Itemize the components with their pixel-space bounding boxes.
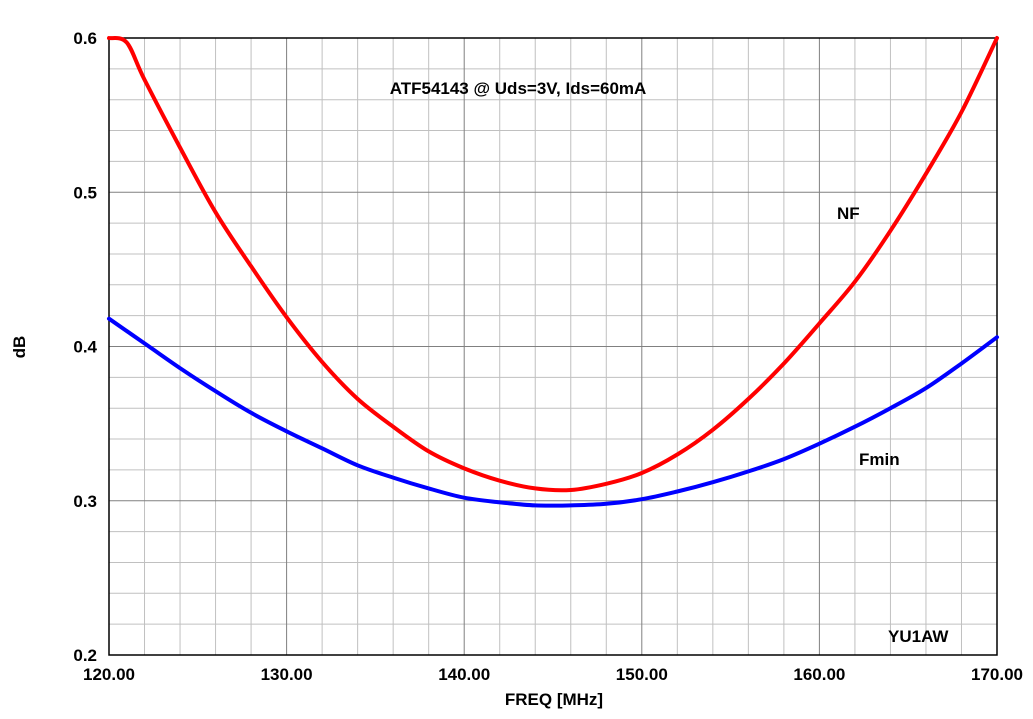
- y-tick-label: 0.4: [73, 338, 97, 357]
- chart-title: ATF54143 @ Uds=3V, Ids=60mA: [390, 79, 647, 98]
- x-tick-label: 160.00: [793, 665, 845, 684]
- y-tick-label: 0.6: [73, 29, 97, 48]
- y-tick-label: 0.5: [73, 183, 97, 202]
- x-tick-label: 170.00: [971, 665, 1023, 684]
- y-tick-labels: 0.2 0.3 0.4 0.5 0.6: [73, 29, 97, 665]
- x-tick-label: 130.00: [261, 665, 313, 684]
- x-tick-label: 140.00: [438, 665, 490, 684]
- nf-curve-label: NF: [837, 204, 860, 223]
- series-layer: [107, 35, 999, 508]
- major-grid: [109, 38, 997, 655]
- fmin-series-line: [107, 316, 999, 508]
- y-axis-title: dB: [10, 336, 29, 359]
- x-tick-label: 120.00: [83, 665, 135, 684]
- nf-series-line: [107, 35, 999, 493]
- author-label: YU1AW: [888, 627, 949, 646]
- y-tick-label: 0.3: [73, 492, 97, 511]
- plot-frame: [108, 37, 998, 656]
- y-tick-label: 0.2: [73, 646, 97, 665]
- fmin-curve-label: Fmin: [859, 450, 900, 469]
- x-tick-labels: 120.00 130.00 140.00 150.00 160.00 170.00: [83, 665, 1023, 684]
- x-axis-title: FREQ [MHz]: [505, 690, 603, 709]
- x-tick-label: 150.00: [616, 665, 668, 684]
